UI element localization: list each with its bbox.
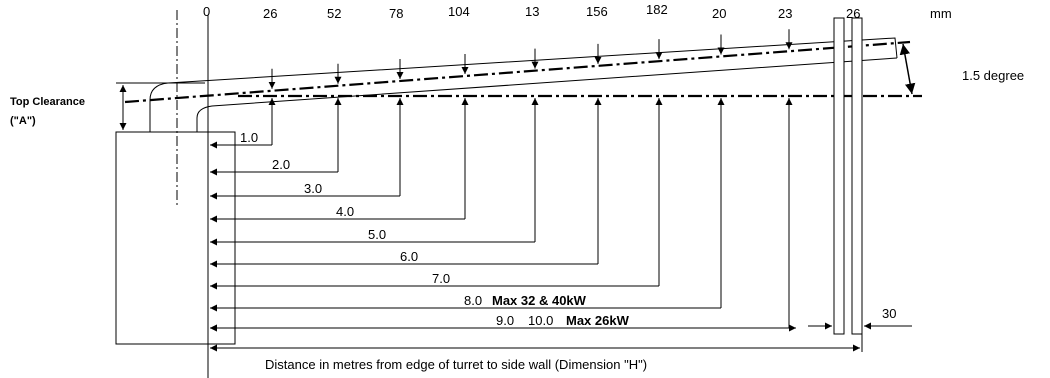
top-value-label: 20 <box>712 6 726 21</box>
distance-note: Max 32 & 40kW <box>492 293 587 308</box>
side-wall-right <box>851 17 863 335</box>
distance-label: 7.0 <box>432 271 450 286</box>
top-value-label: 156 <box>586 4 608 19</box>
top-clearance-label-a: ("A") <box>10 115 36 127</box>
distance-label: 10.0 <box>528 313 553 328</box>
top-value-label: 26 <box>263 6 277 21</box>
distance-note: Max 26kW <box>566 313 630 328</box>
top-value-label: 26 <box>846 6 860 21</box>
side-wall-left <box>833 17 845 335</box>
top-value-label: 52 <box>327 6 341 21</box>
top-value-label: 0 <box>203 4 210 19</box>
distance-label: 1.0 <box>240 130 258 145</box>
axis-caption: Distance in metres from edge of turret t… <box>265 357 647 372</box>
unit-label: mm <box>930 6 952 21</box>
top-value-label: 23 <box>778 6 792 21</box>
top-value-label: 182 <box>646 2 668 17</box>
distance-label: 3.0 <box>304 181 322 196</box>
distance-label: 8.0 <box>464 293 482 308</box>
distance-label: 4.0 <box>336 204 354 219</box>
flue-pipe-lower-edge <box>196 57 898 132</box>
wall-gap-label: 30 <box>882 306 896 321</box>
boiler-body <box>115 131 236 345</box>
top-value-label: 78 <box>389 6 403 21</box>
distance-label: 2.0 <box>272 157 290 172</box>
angle-indicator <box>899 43 916 95</box>
distance-label: 6.0 <box>400 249 418 264</box>
angle-label: 1.5 degree <box>962 68 1024 83</box>
flue-axis-line <box>124 40 911 104</box>
top-value-label: 13 <box>525 4 539 19</box>
top-clearance-label: Top Clearance <box>10 96 85 108</box>
distance-label: 9.0 <box>496 313 514 328</box>
top-value-label: 104 <box>448 4 470 19</box>
distance-label: 5.0 <box>368 227 386 242</box>
